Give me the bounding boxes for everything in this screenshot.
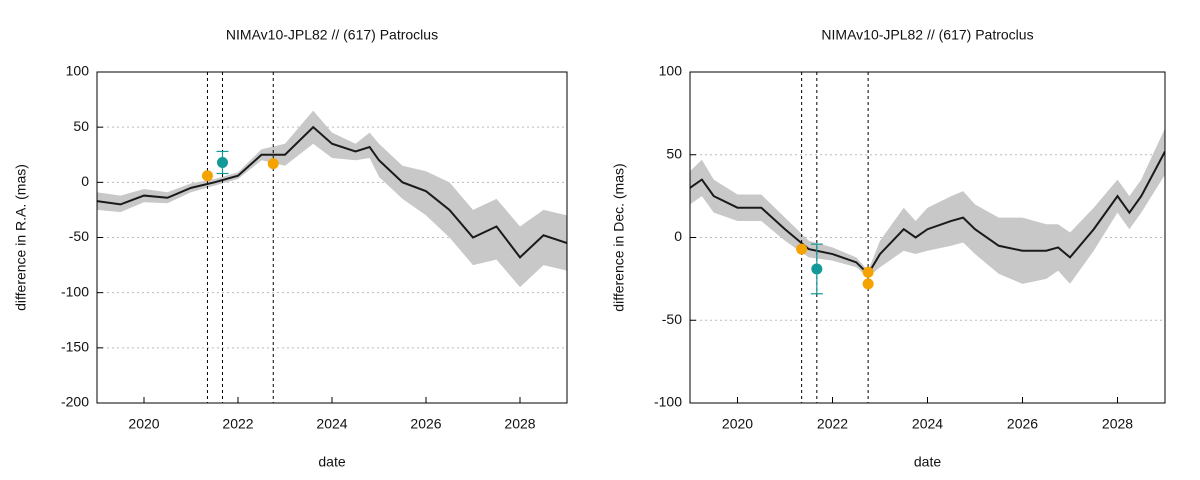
x-tick-label: 2022 <box>817 416 848 432</box>
difference-line <box>97 125 567 259</box>
y-tick-label: -100 <box>654 394 682 410</box>
plot-area <box>690 72 1165 403</box>
uncertainty-band <box>690 128 1165 284</box>
y-tick-label: 50 <box>73 118 89 134</box>
x-tick-label: 2028 <box>504 416 535 432</box>
x-tick-label: 2022 <box>222 416 253 432</box>
x-axis-label: date <box>914 454 941 470</box>
uncertainty-band <box>97 110 567 288</box>
x-tick-label: 2026 <box>410 416 441 432</box>
x-tick-label: 2020 <box>722 416 753 432</box>
y-tick-label: 50 <box>666 145 682 161</box>
x-tick-label: 2020 <box>128 416 159 432</box>
y-tick-label: -150 <box>61 339 89 355</box>
difference-line <box>690 150 1165 276</box>
x-tick-label: 2028 <box>1102 416 1133 432</box>
y-axis-label: difference in Dec. (mas) <box>611 163 627 311</box>
data-point <box>201 170 213 182</box>
y-tick-label: -100 <box>61 283 89 299</box>
x-tick-label: 2024 <box>316 416 347 432</box>
y-tick-label: 100 <box>659 63 683 79</box>
chart-title: NIMAv10-JPL82 // (617) Patroclus <box>821 27 1033 43</box>
y-tick-label: -50 <box>662 311 682 327</box>
data-point <box>796 243 808 255</box>
x-axis-label: date <box>318 454 345 470</box>
data-point <box>216 156 228 168</box>
plot-area <box>97 72 567 403</box>
data-point <box>267 158 279 170</box>
plot-frame <box>96 71 568 404</box>
data-point <box>862 278 874 290</box>
data-point <box>862 266 874 278</box>
y-tick-label: 0 <box>674 228 682 244</box>
y-tick-label: -200 <box>61 394 89 410</box>
y-axis-label: difference in R.A. (mas) <box>13 164 29 311</box>
x-tick-label: 2024 <box>912 416 943 432</box>
chart-title: NIMAv10-JPL82 // (617) Patroclus <box>226 27 438 43</box>
panel: NIMAv10-JPL82 // (617) Patroclus date diff… <box>13 27 568 470</box>
y-tick-label: 100 <box>66 63 90 79</box>
y-tick-label: -50 <box>69 228 89 244</box>
plot-frame <box>689 71 1166 404</box>
data-point <box>811 263 823 275</box>
y-tick-label: 0 <box>81 173 89 189</box>
panel: NIMAv10-JPL82 // (617) Patroclus date diff… <box>611 27 1166 470</box>
x-tick-label: 2026 <box>1007 416 1038 432</box>
